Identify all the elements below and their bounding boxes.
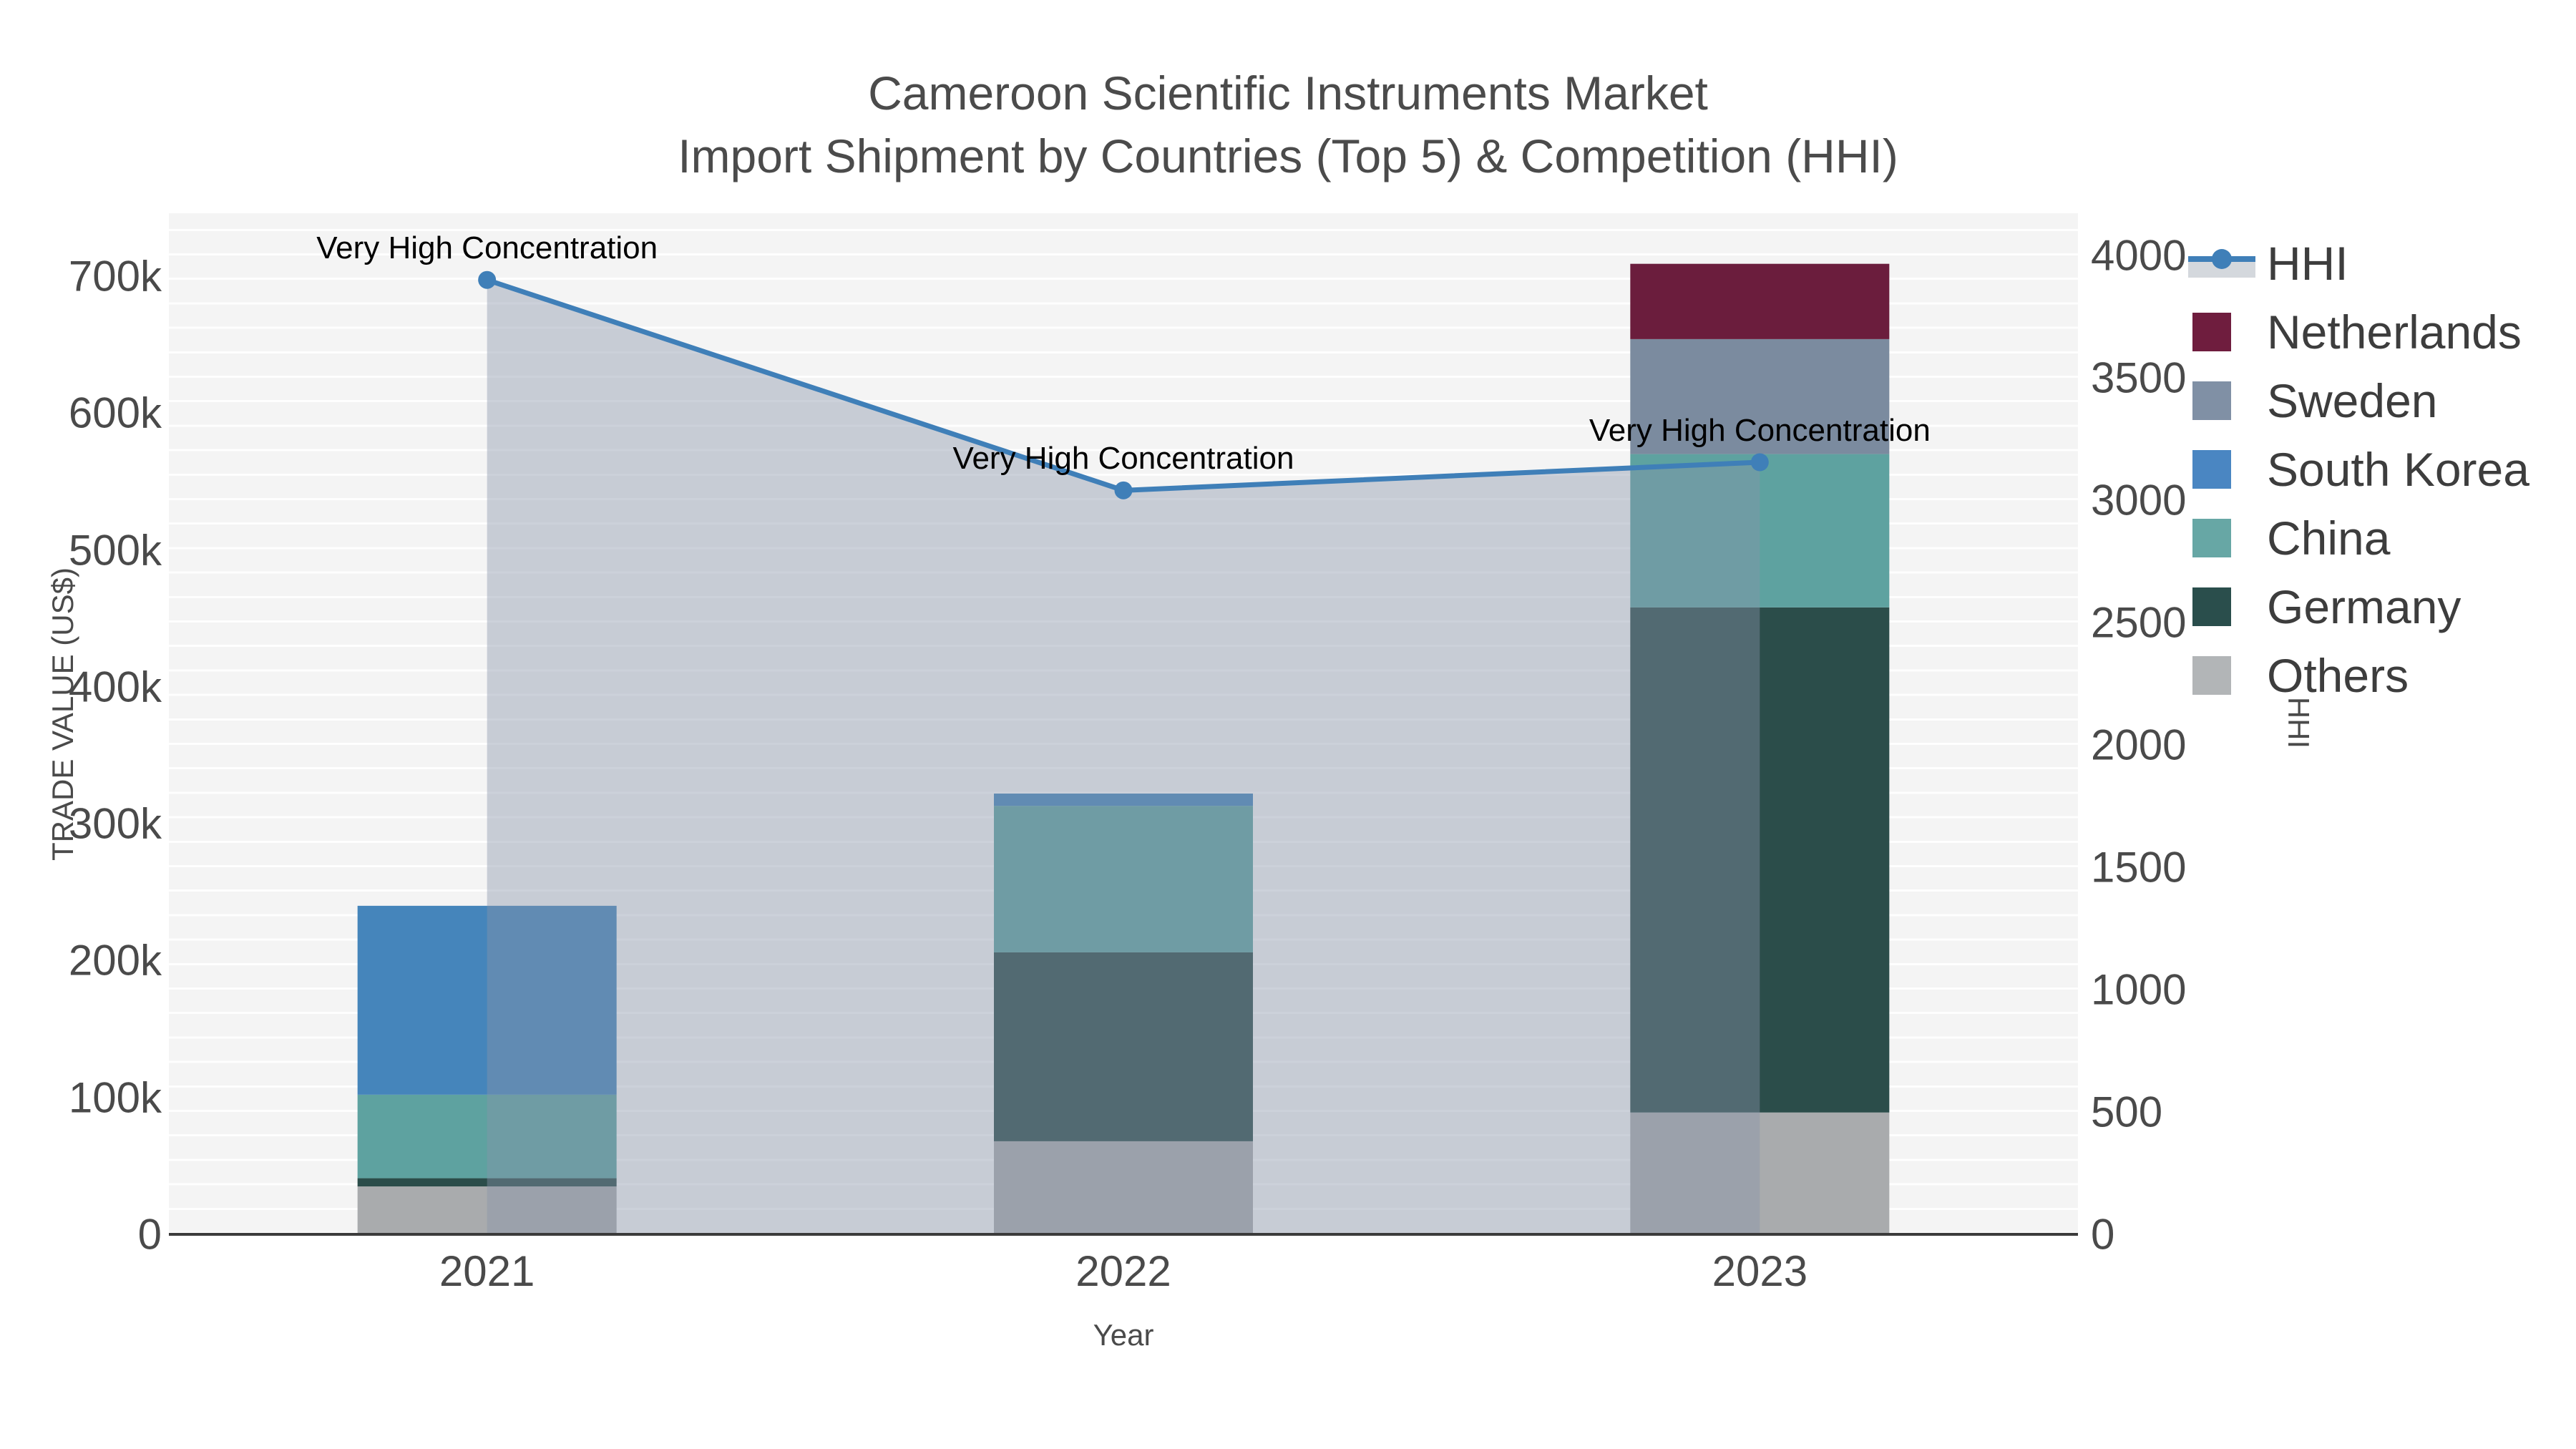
chart-title-line1: Cameroon Scientific Instruments Market — [868, 67, 1708, 119]
right-tick-3500: 3500 — [2091, 353, 2187, 402]
hhi-area-fill — [487, 280, 1760, 1235]
legend-swatch-icon — [2187, 379, 2261, 422]
left-tick-100k: 100k — [68, 1073, 162, 1122]
legend-label: Netherlands — [2267, 306, 2522, 358]
bar-segment-others-2022[interactable] — [994, 1141, 1253, 1234]
legend-item-south-korea[interactable]: South Korea — [2187, 435, 2573, 504]
x-tick-2021: 2021 — [439, 1247, 535, 1295]
hhi-legend-glyph — [2212, 249, 2232, 269]
legend-label: China — [2267, 512, 2391, 565]
bar-segment-south-korea-2022[interactable] — [994, 794, 1253, 806]
hhi-marker-2022[interactable] — [1114, 481, 1133, 499]
bar-segment-china-2023[interactable] — [1630, 454, 1890, 608]
legend: HHI Netherlands Sweden South Korea China Germ… — [2187, 229, 2573, 710]
legend-label: Germany — [2267, 580, 2462, 633]
left-tick-700k: 700k — [68, 252, 162, 301]
legend-swatch-icon — [2187, 448, 2261, 491]
legend-swatch-icon — [2187, 517, 2261, 560]
right-tick-2000: 2000 — [2091, 721, 2187, 769]
legend-item-china[interactable]: China — [2187, 504, 2573, 572]
legend-label: South Korea — [2267, 443, 2529, 496]
left-tick-200k: 200k — [68, 936, 162, 985]
left-tick-0: 0 — [137, 1210, 162, 1259]
legend-swatch-icon — [2187, 585, 2261, 628]
legend-label: Others — [2267, 649, 2409, 702]
legend-item-others[interactable]: Others — [2187, 641, 2573, 710]
hhi-marker-2021[interactable] — [478, 270, 497, 289]
legend-swatch-icon — [2187, 654, 2261, 697]
right-tick-1000: 1000 — [2091, 965, 2187, 1014]
legend-item-sweden[interactable]: Sweden — [2187, 366, 2573, 435]
annotation-2021: Very High Concentration — [316, 230, 658, 266]
legend-swatch-icon — [2187, 311, 2261, 353]
bar-segment-sweden-2023[interactable] — [1630, 338, 1890, 454]
legend-label: Sweden — [2267, 374, 2438, 427]
bar-segment-others-2021[interactable] — [357, 1186, 617, 1234]
bar-segment-others-2023[interactable] — [1630, 1112, 1890, 1234]
x-axis-title: Year — [1093, 1318, 1154, 1352]
swatch-south-korea — [2192, 450, 2231, 489]
swatch-china — [2192, 519, 2231, 557]
left-tick-400k: 400k — [68, 663, 162, 711]
legend-label: HHI — [2267, 237, 2348, 290]
swatch-germany — [2192, 587, 2231, 626]
bar-segment-germany-2022[interactable] — [994, 952, 1253, 1141]
bar-segment-germany-2023[interactable] — [1630, 607, 1890, 1113]
hhi-marker-2023[interactable] — [1750, 453, 1769, 472]
right-tick-1500: 1500 — [2091, 843, 2187, 892]
left-tick-300k: 300k — [68, 799, 162, 848]
chart-title: Cameroon Scientific Instruments Market I… — [0, 62, 2576, 187]
hhi-legend-symbol — [2188, 248, 2255, 279]
swatch-netherlands — [2192, 313, 2231, 351]
bar-segment-netherlands-2023[interactable] — [1630, 263, 1890, 339]
bar-segment-germany-2021[interactable] — [357, 1178, 617, 1187]
swatch-sweden — [2192, 381, 2231, 420]
annotation-2022: Very High Concentration — [952, 441, 1294, 477]
bar-segment-china-2022[interactable] — [994, 806, 1253, 952]
right-tick-0: 0 — [2091, 1210, 2115, 1259]
legend-item-netherlands[interactable]: Netherlands — [2187, 298, 2573, 366]
right-tick-3000: 3000 — [2091, 476, 2187, 525]
left-tick-600k: 600k — [68, 389, 162, 437]
left-tick-500k: 500k — [68, 526, 162, 574]
x-tick-2022: 2022 — [1075, 1247, 1171, 1295]
right-tick-500: 500 — [2091, 1088, 2163, 1136]
left-axis-title: TRADE VALUE (US$) — [46, 567, 79, 861]
right-tick-4000: 4000 — [2091, 231, 2187, 280]
legend-item-germany[interactable]: Germany — [2187, 572, 2573, 641]
bar-segment-china-2021[interactable] — [357, 1094, 617, 1179]
legend-line-symbol — [2187, 242, 2261, 285]
swatch-others — [2192, 656, 2231, 695]
right-tick-2500: 2500 — [2091, 598, 2187, 647]
x-tick-2023: 2023 — [1712, 1247, 1808, 1295]
bar-segment-south-korea-2021[interactable] — [357, 905, 617, 1095]
chart-title-line2: Import Shipment by Countries (Top 5) & C… — [678, 130, 1898, 182]
legend-item-hhi[interactable]: HHI — [2187, 229, 2573, 298]
annotation-2023: Very High Concentration — [1589, 412, 1931, 448]
